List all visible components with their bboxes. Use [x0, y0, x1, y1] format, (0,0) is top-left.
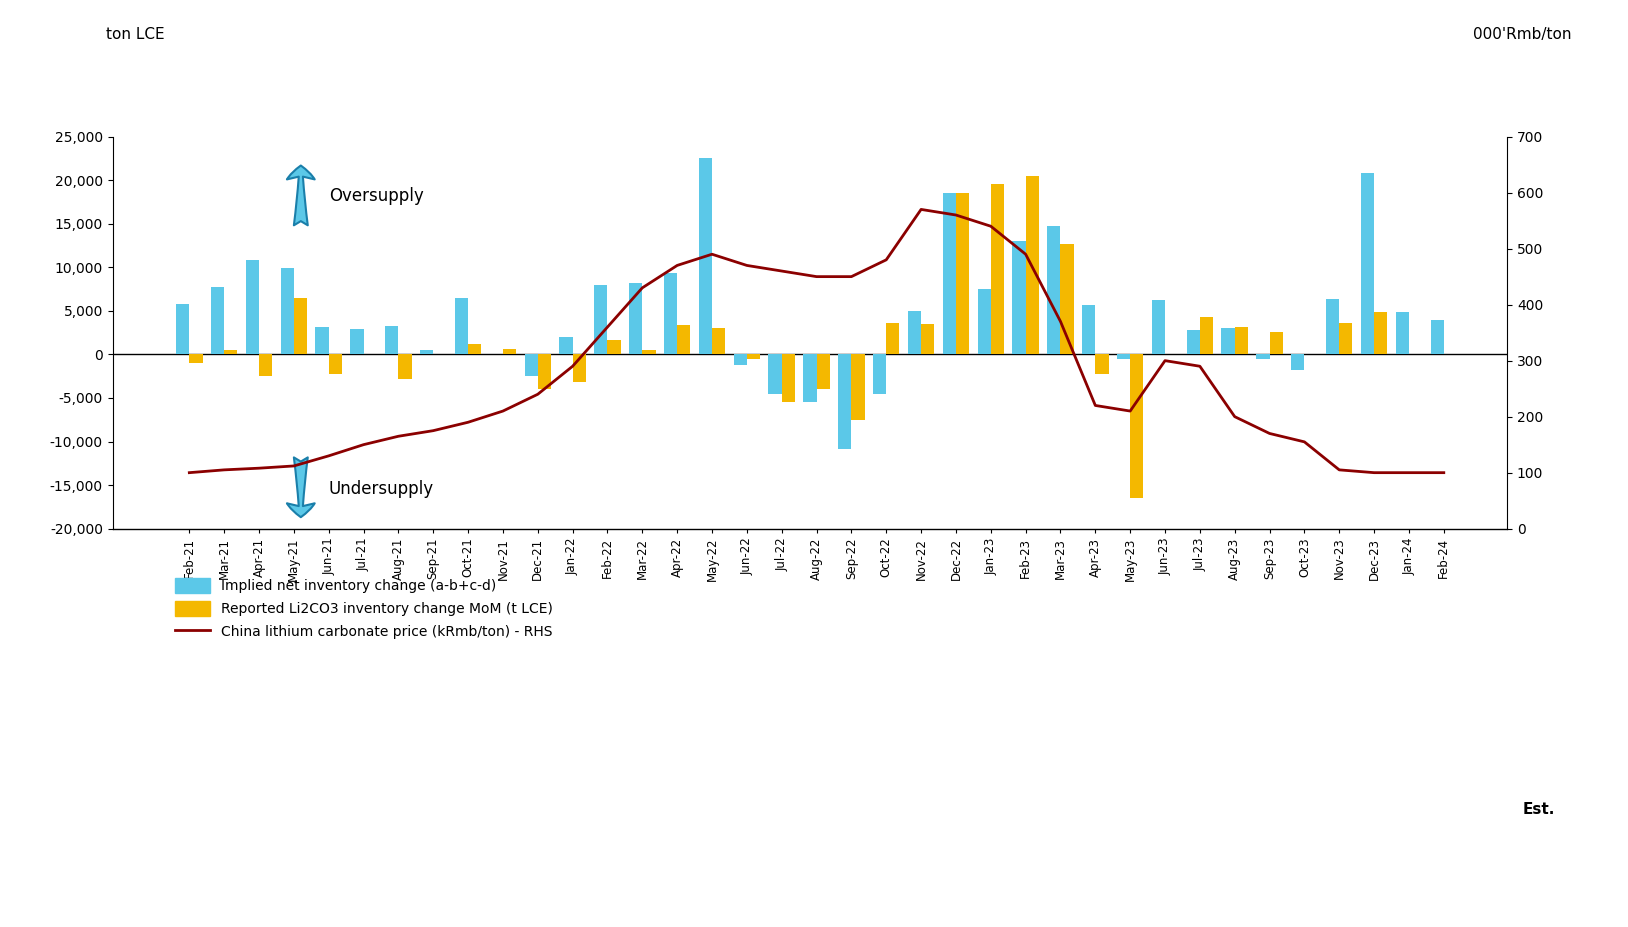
Bar — [734, 354, 747, 365]
Bar — [212, 287, 225, 354]
Bar — [537, 354, 550, 389]
Bar — [873, 354, 886, 394]
Bar — [1221, 328, 1234, 354]
Bar — [594, 285, 607, 354]
Bar — [1130, 354, 1143, 498]
Bar — [246, 260, 259, 354]
Bar — [747, 354, 760, 359]
Bar — [1374, 311, 1387, 354]
Bar — [1395, 311, 1408, 354]
Bar — [280, 268, 293, 354]
Bar — [1257, 354, 1270, 359]
Bar — [1026, 176, 1039, 354]
Bar — [399, 354, 412, 379]
Bar — [1327, 298, 1340, 354]
Bar — [350, 329, 363, 354]
Bar — [1013, 241, 1026, 354]
Bar — [628, 283, 643, 354]
Bar — [560, 337, 573, 354]
Bar — [1361, 173, 1374, 354]
Text: Est.: Est. — [1522, 802, 1555, 817]
Bar — [573, 354, 586, 382]
Bar — [503, 349, 516, 354]
Text: Undersupply: Undersupply — [329, 480, 433, 499]
Bar — [293, 298, 308, 354]
Text: Oversupply: Oversupply — [329, 187, 423, 205]
Bar — [225, 350, 238, 354]
Bar — [1270, 332, 1283, 354]
Bar — [711, 328, 724, 354]
Bar — [176, 304, 189, 354]
Text: 000'Rmb/ton: 000'Rmb/ton — [1472, 27, 1571, 42]
Bar — [781, 354, 794, 402]
Bar — [1096, 354, 1109, 374]
Legend: Implied net inventory change (a-b+c-d), Reported Li2CO3 inventory change MoM (t : Implied net inventory change (a-b+c-d), … — [176, 578, 554, 640]
Bar — [1187, 330, 1200, 354]
Bar — [643, 350, 656, 354]
Bar — [977, 289, 991, 354]
Bar — [1047, 226, 1060, 354]
Bar — [1083, 305, 1096, 354]
Text: ton LCE: ton LCE — [106, 27, 164, 42]
Bar — [1340, 323, 1353, 354]
Bar — [454, 298, 469, 354]
Bar — [664, 273, 677, 354]
Bar — [469, 344, 482, 354]
Bar — [921, 324, 934, 354]
Bar — [524, 354, 537, 376]
Bar — [329, 354, 342, 375]
Bar — [851, 354, 864, 420]
Bar — [386, 325, 399, 354]
Bar — [803, 354, 817, 402]
Bar — [607, 339, 620, 354]
Bar — [768, 354, 781, 394]
Bar — [259, 354, 272, 376]
Bar — [1291, 354, 1304, 370]
Bar — [1151, 300, 1166, 354]
Bar — [991, 184, 1004, 354]
Bar — [420, 350, 433, 354]
Bar — [1060, 244, 1074, 354]
Bar — [1234, 327, 1249, 354]
Bar — [908, 311, 921, 354]
Bar — [886, 323, 900, 354]
Bar — [316, 327, 329, 354]
Bar — [189, 354, 202, 363]
Bar — [956, 193, 969, 354]
Bar — [838, 354, 851, 449]
Bar — [1431, 321, 1444, 354]
Bar — [1117, 354, 1130, 359]
Bar — [943, 193, 956, 354]
Bar — [698, 159, 711, 354]
Bar — [817, 354, 830, 389]
Bar — [1200, 317, 1213, 354]
Bar — [677, 324, 690, 354]
